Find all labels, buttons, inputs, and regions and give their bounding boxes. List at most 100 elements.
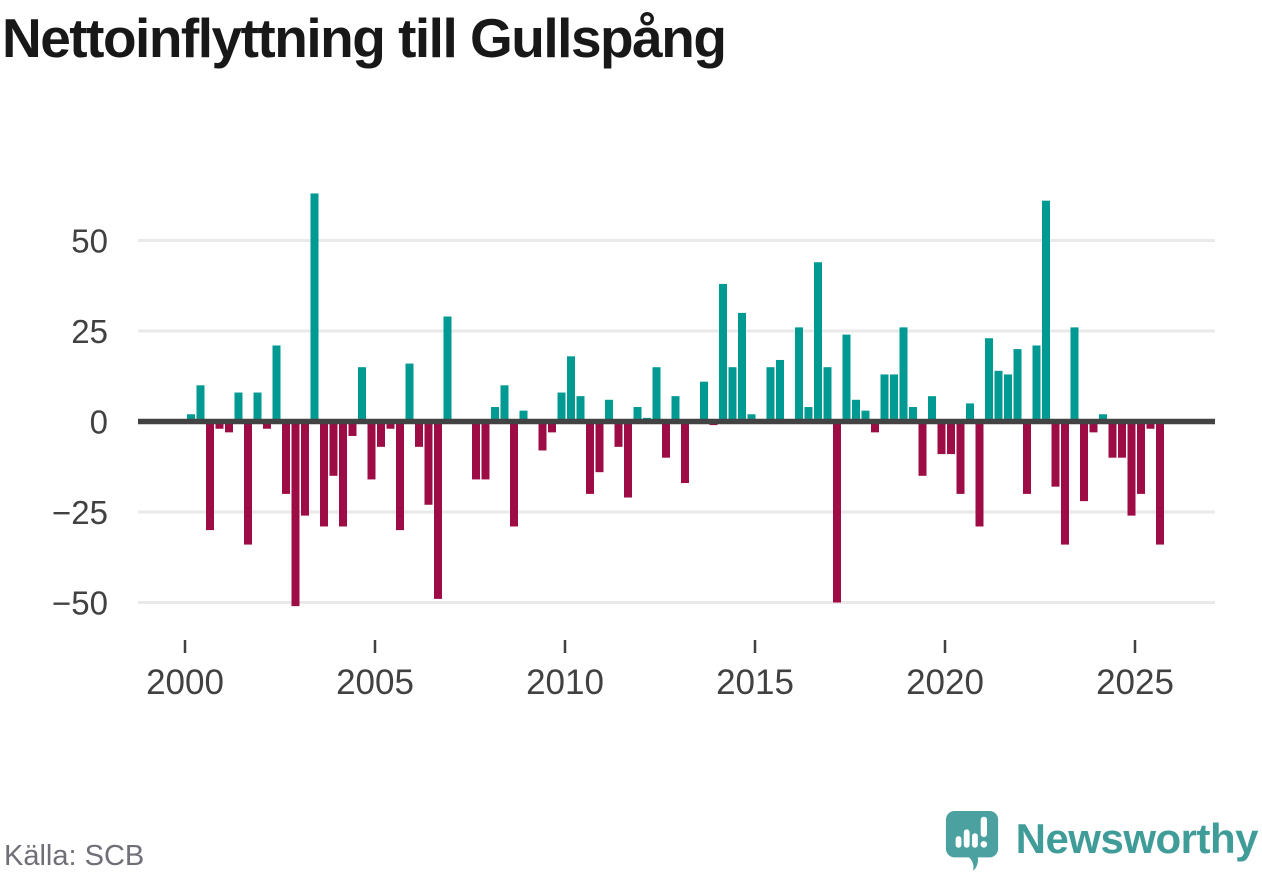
bar-2018-q2: [880, 374, 889, 422]
bar-2022-q3: [1042, 200, 1050, 422]
bar-2017-q1: [833, 421, 841, 603]
bar-2011-q4: [633, 407, 642, 422]
bar-2017-q3: [852, 399, 860, 422]
bar-2012-q2: [652, 367, 661, 422]
bar-2001-q4: [253, 392, 262, 422]
bar-2003-q4: [329, 421, 338, 476]
y-tick-label--25: −25: [52, 494, 108, 531]
bar-2010-q1: [567, 356, 575, 422]
bar-2020-q4: [975, 421, 984, 527]
x-tick-label-2000: 2000: [146, 663, 224, 702]
bar-2013-q3: [700, 381, 708, 422]
bar-2000-q4: [215, 421, 224, 429]
bar-2004-q3: [358, 367, 366, 422]
bar-2017-q4: [861, 410, 870, 422]
x-tick-label-2020: 2020: [906, 663, 984, 702]
bar-2006-q3: [434, 421, 442, 599]
bar-2021-q1: [985, 338, 993, 422]
bar-2007-q3: [472, 421, 480, 480]
bar-2018-q1: [871, 421, 879, 433]
bar-2024-q1: [1099, 414, 1107, 422]
bar-2000-q2: [196, 385, 205, 422]
bar-2002-q2: [272, 345, 281, 422]
bar-2010-q4: [595, 421, 604, 473]
bar-2006-q4: [443, 316, 452, 422]
bar-2016-q4: [823, 367, 832, 422]
bar-2018-q3: [890, 374, 898, 422]
brand-name: Newsworthy: [1015, 815, 1259, 862]
bar-2003-q1: [301, 421, 309, 516]
bar-2021-q4: [1013, 349, 1022, 422]
bar-2024-q3: [1118, 421, 1126, 458]
bar-2002-q1: [263, 421, 271, 429]
bar-2020-q3: [966, 403, 974, 422]
newsworthy-speech-bubble-chart-icon: [945, 810, 998, 871]
bar-2019-q1: [909, 407, 917, 422]
bar-2009-q4: [557, 392, 566, 422]
x-tick-label-2005: 2005: [336, 663, 414, 702]
bar-2006-q1: [415, 421, 423, 447]
bar-2010-q2: [576, 396, 585, 422]
bar-2025-q1: [1137, 421, 1145, 494]
bar-2003-q3: [320, 421, 328, 527]
chart-title: Nettoinflyttning till Gullspång: [2, 7, 727, 69]
bar-2023-q1: [1061, 421, 1069, 545]
bar-2022-q4: [1051, 421, 1060, 487]
bar-2023-q2: [1070, 327, 1079, 422]
bar-2016-q1: [795, 327, 803, 422]
bar-2014-q1: [719, 283, 727, 422]
logo-bar-3: [971, 833, 978, 848]
bar-2005-q2: [386, 421, 395, 429]
bar-2021-q3: [1004, 374, 1012, 422]
y-tick-label-50: 50: [71, 223, 108, 260]
logo-exclamation-stem: [980, 816, 987, 838]
bar-2000-q1: [187, 414, 195, 422]
bar-2016-q2: [804, 407, 813, 422]
bar-2025-q3: [1156, 421, 1164, 545]
bar-2001-q2: [234, 392, 243, 422]
bar-2022-q2: [1032, 345, 1041, 422]
bar-2011-q2: [614, 421, 623, 447]
bar-2022-q1: [1023, 421, 1031, 494]
bar-2008-q4: [519, 410, 528, 422]
bar-2024-q4: [1127, 421, 1136, 516]
bar-2020-q2: [956, 421, 965, 494]
bar-2009-q2: [538, 421, 547, 451]
bar-2014-q2: [728, 367, 737, 422]
bar-2008-q1: [491, 407, 499, 422]
bar-2010-q3: [586, 421, 594, 494]
x-tick-label-2015: 2015: [716, 663, 794, 702]
bar-2019-q4: [937, 421, 946, 455]
bar-2014-q4: [747, 414, 756, 422]
bar-2001-q1: [225, 421, 233, 433]
bar-2025-q2: [1146, 421, 1155, 429]
bar-2019-q3: [928, 396, 936, 422]
bar-2003-q2: [310, 193, 319, 422]
bar-2007-q4: [481, 421, 490, 480]
y-tick-label-25: 25: [71, 313, 108, 350]
bar-2004-q1: [339, 421, 347, 527]
bar-2024-q2: [1108, 421, 1117, 458]
bar-2017-q2: [842, 334, 851, 422]
bar-2012-q3: [662, 421, 670, 458]
bar-2002-q4: [291, 421, 300, 607]
bar-2000-q3: [206, 421, 214, 531]
y-tick-label--50: −50: [52, 585, 108, 622]
bar-2015-q3: [776, 359, 784, 422]
bar-2012-q4: [671, 396, 680, 422]
x-tick-label-2025: 2025: [1096, 663, 1174, 702]
bar-2004-q4: [367, 421, 376, 480]
bar-2008-q3: [510, 421, 518, 527]
y-tick-label-0: 0: [90, 404, 108, 441]
bar-2005-q4: [405, 363, 414, 422]
bar-2008-q2: [500, 385, 509, 422]
logo-exclamation-dot: [980, 841, 987, 848]
bar-2013-q1: [681, 421, 689, 484]
newsworthy-logo: Newsworthy: [944, 806, 1259, 872]
bar-2018-q4: [899, 327, 908, 422]
x-tick-label-2010: 2010: [526, 663, 604, 702]
logo-bar-2: [963, 829, 970, 848]
bar-2001-q3: [244, 421, 252, 545]
